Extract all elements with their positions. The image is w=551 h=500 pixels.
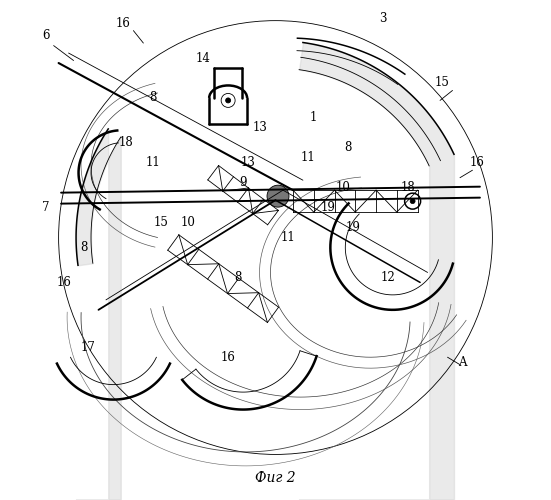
Text: 3: 3 bbox=[379, 12, 386, 24]
Text: 18: 18 bbox=[400, 181, 415, 194]
Text: 17: 17 bbox=[81, 340, 96, 353]
Circle shape bbox=[270, 188, 286, 204]
Text: 8: 8 bbox=[150, 92, 157, 104]
Circle shape bbox=[267, 185, 289, 207]
Text: 16: 16 bbox=[470, 156, 485, 169]
Text: 7: 7 bbox=[42, 201, 50, 214]
Text: 6: 6 bbox=[42, 29, 50, 42]
Text: Фиг 2: Фиг 2 bbox=[255, 472, 296, 486]
Text: 8: 8 bbox=[80, 241, 87, 254]
Text: 13: 13 bbox=[241, 156, 256, 169]
Text: 13: 13 bbox=[253, 122, 268, 134]
Text: 11: 11 bbox=[146, 156, 161, 169]
Text: A: A bbox=[458, 356, 467, 368]
Text: 16: 16 bbox=[56, 276, 71, 289]
Text: 19: 19 bbox=[345, 221, 360, 234]
Text: 16: 16 bbox=[221, 350, 236, 364]
Text: 15: 15 bbox=[435, 76, 450, 90]
Circle shape bbox=[410, 198, 415, 203]
Text: 14: 14 bbox=[196, 52, 210, 64]
Circle shape bbox=[226, 98, 231, 103]
Text: 11: 11 bbox=[300, 152, 315, 164]
Text: 8: 8 bbox=[344, 142, 352, 154]
Text: 12: 12 bbox=[380, 271, 395, 284]
Text: 10: 10 bbox=[336, 181, 350, 194]
Text: 8: 8 bbox=[234, 271, 242, 284]
Circle shape bbox=[276, 194, 280, 198]
Text: 15: 15 bbox=[153, 216, 168, 229]
Text: 16: 16 bbox=[116, 16, 131, 30]
Text: 1: 1 bbox=[309, 112, 317, 124]
Text: 19: 19 bbox=[321, 201, 336, 214]
Text: 10: 10 bbox=[181, 216, 196, 229]
Text: 18: 18 bbox=[118, 136, 133, 149]
Circle shape bbox=[404, 193, 420, 209]
Circle shape bbox=[221, 94, 235, 108]
Text: 9: 9 bbox=[239, 176, 247, 189]
Text: 11: 11 bbox=[280, 231, 295, 244]
